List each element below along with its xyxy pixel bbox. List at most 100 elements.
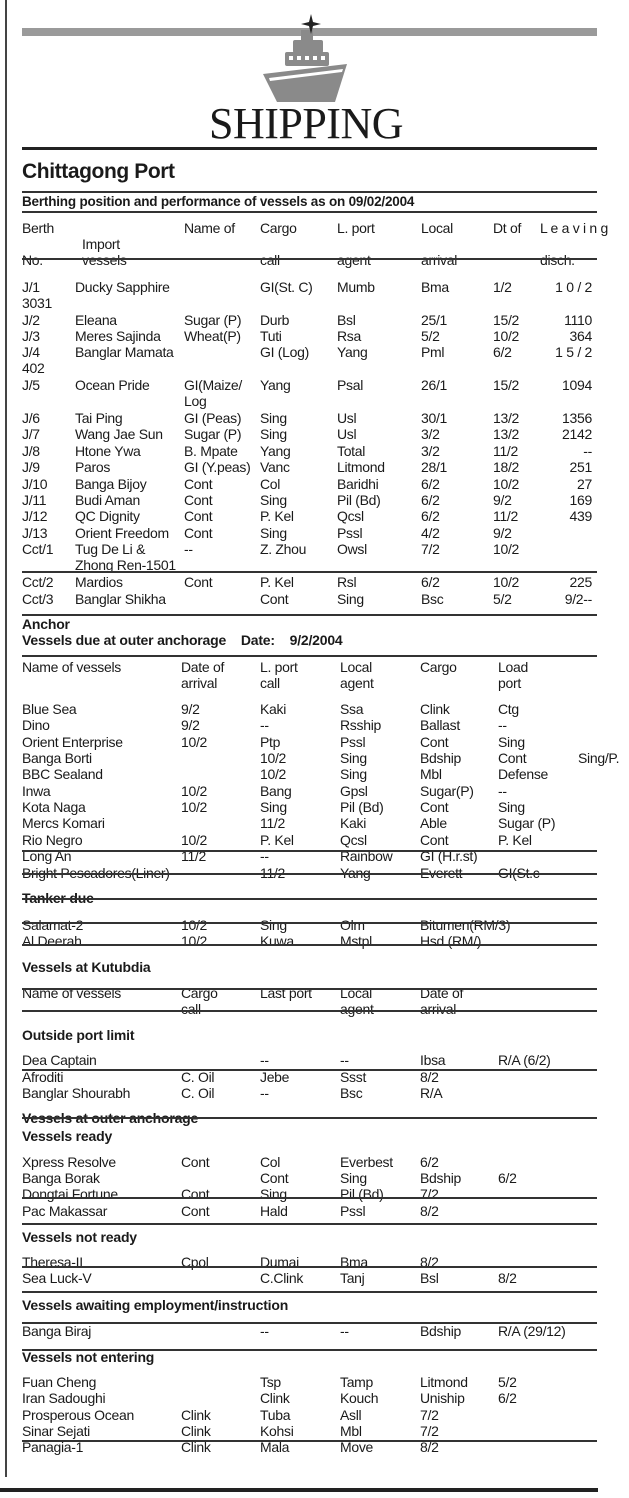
header-cell: L. port	[337, 220, 375, 236]
vessel-cell: Sing	[340, 750, 367, 766]
table-rule	[22, 1266, 597, 1268]
vessel-cell: 5/2	[498, 1374, 517, 1390]
vessel-cell: 9/2	[181, 717, 200, 733]
vessel-cell: Blue Sea	[22, 701, 77, 717]
table-rule	[22, 258, 597, 260]
vessel-cell: Bdship	[420, 750, 462, 766]
berth-cell: Eleana	[75, 312, 117, 328]
table-rule	[22, 1223, 597, 1225]
ship-with-star-icon	[263, 14, 347, 102]
berth-cell: Total	[337, 443, 366, 459]
berth-cell: 225	[569, 574, 593, 590]
vessel-cell: --	[340, 1052, 349, 1068]
vessel-cell: Dea Captain	[22, 1052, 97, 1068]
divider	[22, 211, 597, 213]
berth-cell: J/7	[22, 426, 40, 442]
vessel-cell: Col	[260, 1154, 281, 1170]
table-rule	[22, 898, 597, 900]
berth-cell: 1356	[562, 410, 592, 426]
header-cell: call	[260, 675, 280, 691]
berth-cell: GI (Y.peas)	[184, 459, 251, 475]
vessel-cell: --	[260, 1052, 269, 1068]
divider	[22, 191, 597, 193]
vessel-cell: Rsship	[340, 717, 381, 733]
vessel-cell: Sing	[498, 799, 525, 815]
vessel-cell: Move	[340, 1439, 374, 1455]
berth-cell: 5/2	[421, 328, 440, 344]
vessel-cell: Tanj	[340, 1270, 365, 1286]
berth-cell: Cct/1	[22, 541, 54, 557]
vessel-cell: C. Oil	[181, 1085, 215, 1101]
berth-cell: 3031	[22, 295, 52, 311]
vessel-cell: 7/2	[420, 1407, 439, 1423]
vessel-cell: 7/2	[420, 1423, 439, 1439]
vessel-cell: Sing	[498, 734, 525, 750]
berth-cell: 10/2	[493, 574, 520, 590]
vessel-cell: Sing/P.	[578, 750, 620, 766]
vessel-cell: Ptp	[260, 734, 281, 750]
vessel-cell: --	[260, 717, 269, 733]
header-cell: Name of	[184, 220, 235, 236]
vessel-cell: Mbl	[420, 766, 442, 782]
berth-cell: J/3	[22, 328, 40, 344]
berth-cell: Cont	[184, 476, 213, 492]
vessel-cell: 8/2	[420, 1203, 439, 1219]
vessel-cell: P. Kel	[498, 832, 532, 848]
vessel-cell: Cpol	[181, 1254, 209, 1270]
berth-cell: Log	[184, 393, 207, 409]
berth-cell: Wheat(P)	[184, 328, 241, 344]
vessel-cell: Kuwa	[260, 933, 294, 949]
vessel-cell: Sinar Sejati	[22, 1423, 90, 1439]
vessel-cell: Gpsl	[340, 783, 368, 799]
berth-cell: QC Dignity	[75, 508, 140, 524]
vessel-cell: Ssa	[340, 701, 364, 717]
header-cell: L e a v i n g	[540, 220, 608, 236]
vessel-cell: Clink	[260, 1390, 290, 1406]
vessel-cell: Tamp	[340, 1374, 374, 1390]
berth-cell: 364	[569, 328, 593, 344]
header-cell: vessels	[82, 252, 127, 268]
berth-cell: 28/1	[421, 459, 448, 475]
header-cell: Cargo	[420, 659, 457, 675]
berth-cell: J/2	[22, 312, 40, 328]
vessel-cell: Pssl	[340, 1203, 366, 1219]
header-cell: disch.	[540, 252, 575, 268]
header-cell: Cargo	[260, 220, 297, 236]
vessel-cell: Al Deerah	[22, 933, 82, 949]
berth-cell: 7/2	[421, 541, 440, 557]
vessel-cell: Hald	[260, 1203, 288, 1219]
vessel-cell: C.Clink	[260, 1270, 304, 1286]
vessel-cell: Dumai	[260, 1254, 299, 1270]
berth-cell: J/9	[22, 459, 40, 475]
table-rule	[22, 1440, 597, 1442]
vessel-cell: Cont	[181, 1203, 210, 1219]
vessel-cell: Kouch	[340, 1390, 379, 1406]
vessel-cell: Bitumen(RM/3)	[420, 917, 511, 933]
vessel-cell: Prosperous Ocean	[22, 1407, 134, 1423]
berth-cell: 4/2	[421, 525, 440, 541]
table-rule	[22, 1322, 597, 1324]
vessel-cell: Sing	[260, 799, 287, 815]
vessel-cell: Theresa-II	[22, 1254, 83, 1270]
vessel-cell: Cont	[260, 1170, 289, 1186]
berth-cell: Cont	[184, 508, 213, 524]
berth-cell: 1 5 / 2	[555, 344, 592, 360]
berth-cell: 9/2	[493, 525, 512, 541]
berth-cell: Owsl	[337, 541, 367, 557]
vessel-cell: Sing	[340, 1170, 367, 1186]
vessel-cell: Mstpl	[340, 933, 372, 949]
berth-cell: Cont	[184, 525, 213, 541]
vessel-cell: Fuan Cheng	[22, 1374, 97, 1390]
vessel-cell: Sing	[260, 1186, 287, 1202]
not-entering-title: Vessels not entering	[22, 1349, 155, 1365]
vessel-cell: Hsd (RM/)	[420, 933, 482, 949]
vessel-cell: Clink	[181, 1439, 211, 1455]
table-rule	[22, 850, 597, 852]
berth-cell: 11/2	[493, 508, 519, 524]
berth-cell: J/11	[22, 492, 47, 508]
berth-cell: Sugar (P)	[184, 312, 242, 328]
vessel-cell: Uniship	[420, 1390, 465, 1406]
header-cell: Dt of	[493, 220, 522, 236]
berth-cell: J/4	[22, 344, 40, 360]
berth-cell: Tug De Li &	[75, 541, 146, 557]
